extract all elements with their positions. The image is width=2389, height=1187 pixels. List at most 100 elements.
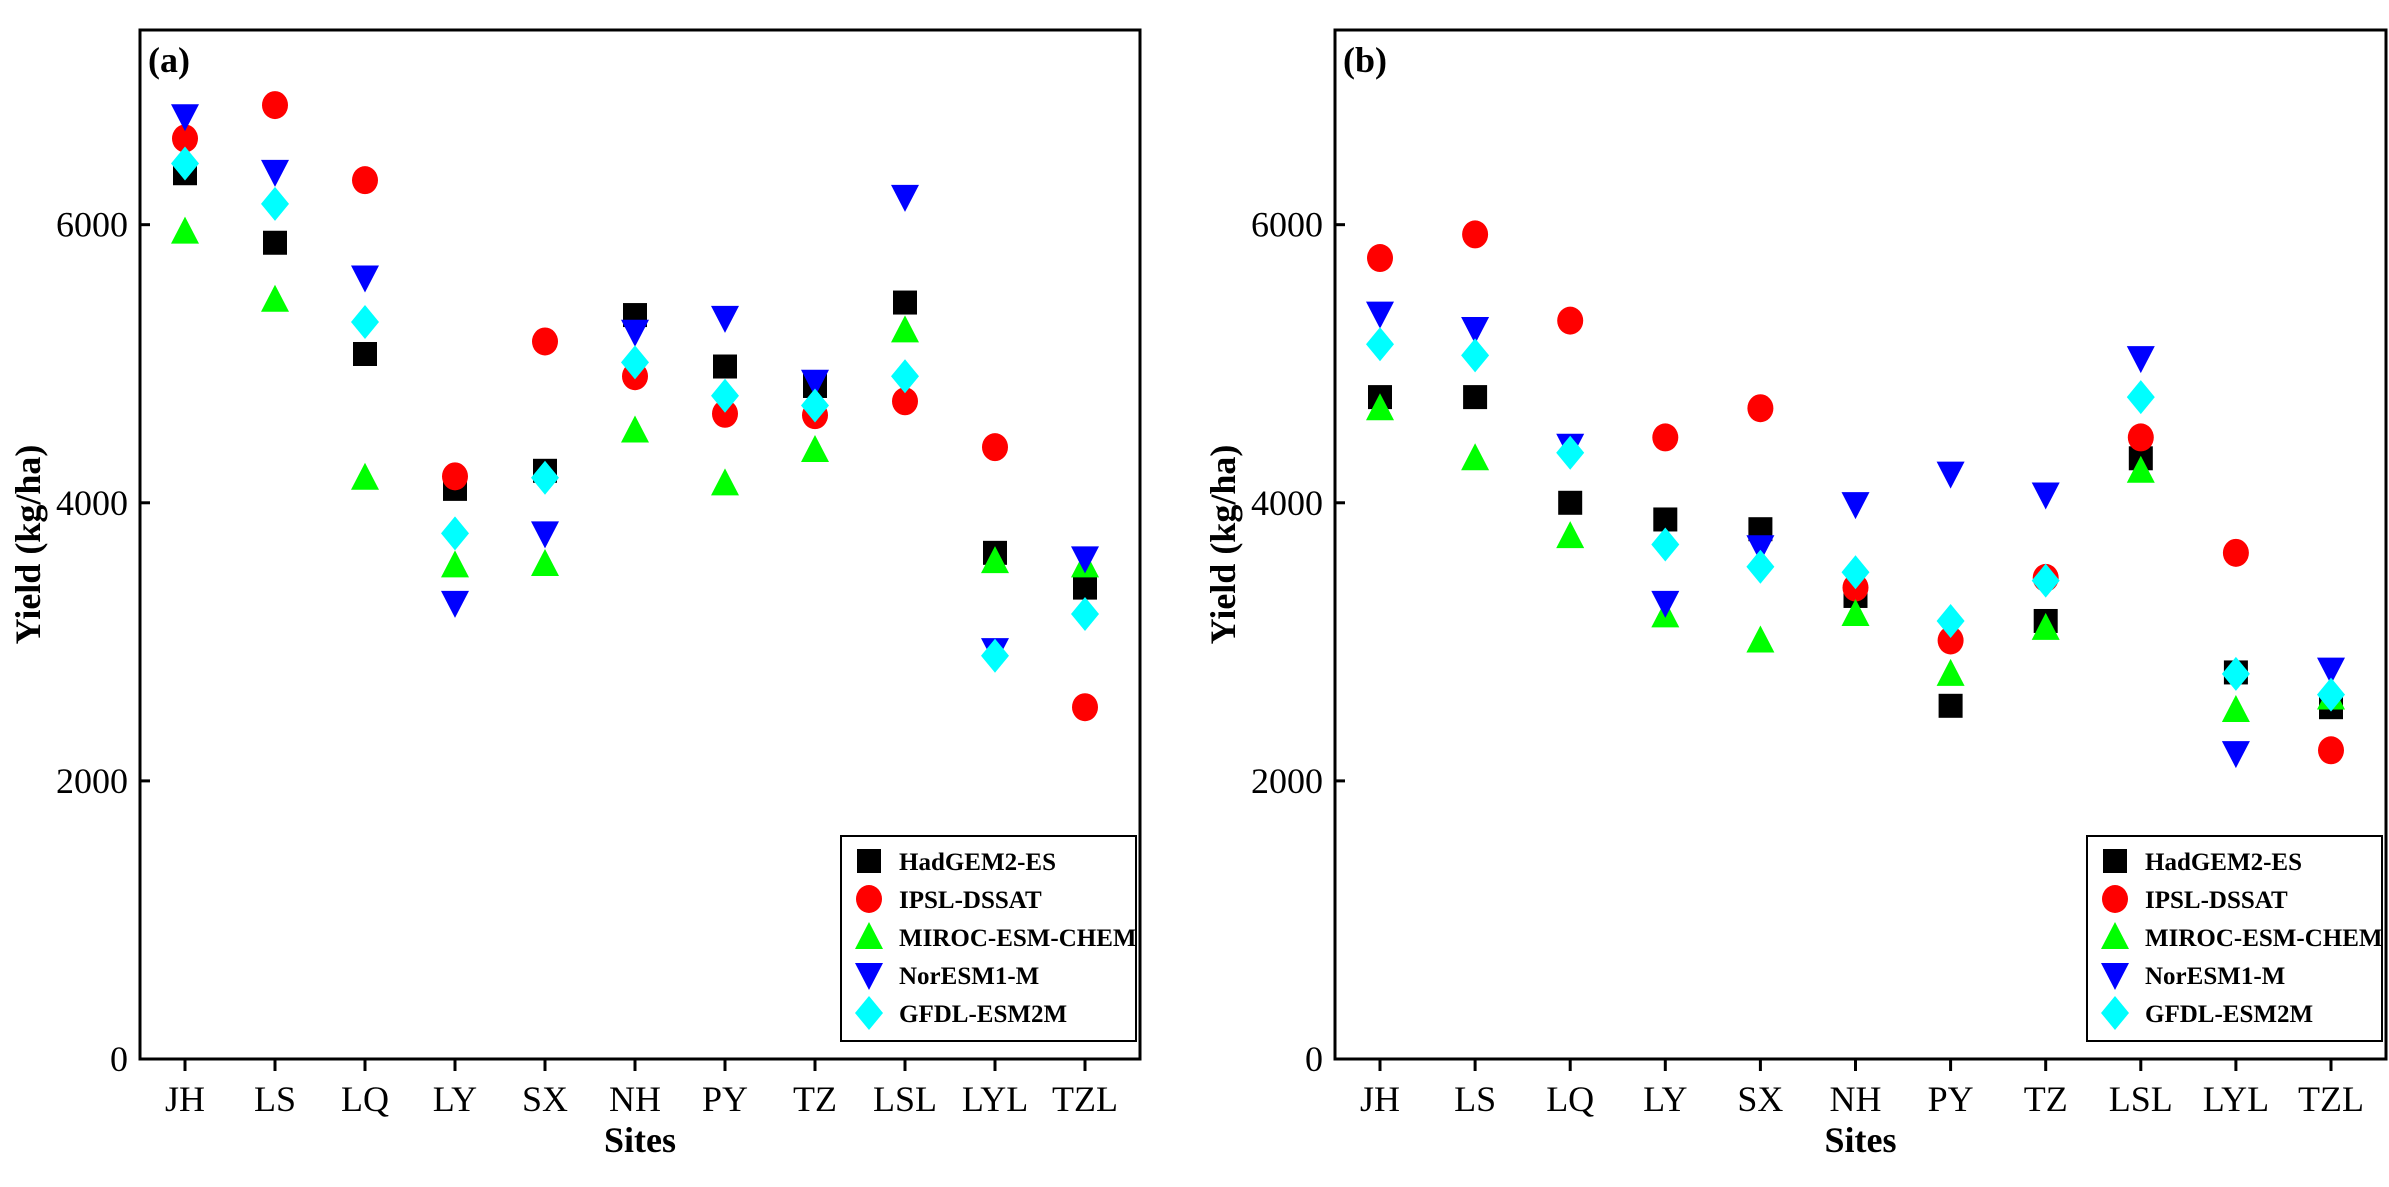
data-point-ipsl-dssat	[2222, 538, 2249, 567]
legend-marker	[2101, 996, 2129, 1030]
y-tick-label: 6000	[56, 205, 128, 245]
data-point-ipsl-dssat	[982, 433, 1008, 462]
legend-marker	[2101, 963, 2129, 990]
data-point-noresm1-m	[2126, 346, 2155, 374]
data-point-noresm1-m	[531, 521, 559, 549]
legend-label: GFDL-ESM2M	[2145, 1001, 2313, 1028]
x-axis-title: Sites	[1825, 1120, 1897, 1160]
data-point-noresm1-m	[1651, 590, 1680, 618]
legend-box	[840, 835, 1137, 1042]
data-point-gfdl-esm2m	[801, 388, 829, 423]
x-tick-label: LQ	[1546, 1079, 1594, 1119]
data-point-miroc-esm-chem	[1461, 443, 1490, 471]
legend-label: MIROC-ESM-CHEM	[899, 925, 1136, 952]
data-point-gfdl-esm2m	[441, 516, 469, 551]
data-point-miroc-esm-chem	[981, 546, 1009, 574]
data-point-ipsl-dssat	[1937, 626, 1964, 655]
legend-marker	[856, 885, 882, 913]
data-point-gfdl-esm2m	[1366, 327, 1394, 362]
data-point-miroc-esm-chem	[2221, 694, 2250, 722]
panel-b: (b) 0 2000 4000 6000 JH LS LQ LY SX NH PY TZ LSL LYL TZ…	[1203, 28, 2388, 1160]
legend-marker	[2101, 922, 2129, 949]
x-tick-label: NH	[1830, 1079, 1882, 1119]
legend-box	[2086, 835, 2383, 1042]
y-tick-label: 4000	[1251, 483, 1323, 523]
x-tick-label: LYL	[2203, 1079, 2269, 1119]
data-point-noresm1-m	[711, 305, 739, 333]
data-point-gfdl-esm2m	[171, 146, 199, 181]
y-tick-label: 2000	[56, 761, 128, 801]
data-point-hadgem2-es	[1653, 507, 1678, 532]
legend-label: MIROC-ESM-CHEM	[2145, 925, 2382, 952]
x-tick-label: TZ	[793, 1079, 837, 1119]
data-point-hadgem2-es	[353, 341, 377, 366]
data-point-ipsl-dssat	[262, 91, 288, 120]
data-point-ipsl-dssat	[1367, 244, 1393, 273]
legend-label: IPSL-DSSAT	[2145, 887, 2288, 914]
data-point-ipsl-dssat	[1652, 423, 1679, 452]
data-point-noresm1-m	[1841, 492, 1870, 520]
x-tick-label: NH	[609, 1079, 661, 1119]
data-point-gfdl-esm2m	[621, 345, 649, 380]
data-point-gfdl-esm2m	[1936, 603, 1965, 638]
x-tick-label: JH	[1360, 1079, 1400, 1119]
data-point-ipsl-dssat	[2127, 423, 2154, 452]
data-point-noresm1-m	[2031, 482, 2060, 510]
x-tick-label: JH	[165, 1079, 205, 1119]
x-tick-label: PY	[702, 1079, 748, 1119]
plot-frame	[138, 28, 1142, 1061]
data-point-ipsl-dssat	[2318, 736, 2344, 765]
data-point-hadgem2-es	[263, 230, 287, 255]
data-point-gfdl-esm2m	[1746, 549, 1775, 584]
y-tick-label: 0	[110, 1039, 128, 1079]
data-point-ipsl-dssat	[1557, 306, 1584, 335]
legend-marker	[855, 996, 883, 1030]
x-tick-label: LS	[1454, 1079, 1496, 1119]
data-point-miroc-esm-chem	[171, 216, 199, 244]
data-point-gfdl-esm2m	[2031, 563, 2060, 598]
data-point-noresm1-m	[1366, 301, 1394, 329]
y-tick-label: 4000	[56, 483, 128, 523]
y-tick-label: 2000	[1251, 761, 1323, 801]
data-point-hadgem2-es	[1558, 490, 1583, 515]
x-tick-label: LS	[254, 1079, 296, 1119]
data-point-miroc-esm-chem	[711, 468, 739, 496]
y-axis-title: Yield (kg/ha)	[1203, 445, 1243, 645]
data-point-miroc-esm-chem	[1746, 625, 1775, 653]
legend-label: GFDL-ESM2M	[899, 1001, 1067, 1028]
data-point-ipsl-dssat	[532, 327, 558, 356]
data-point-ipsl-dssat	[1462, 220, 1489, 249]
legend-marker	[855, 963, 883, 990]
data-point-miroc-esm-chem	[2126, 455, 2155, 483]
x-tick-label: TZL	[2298, 1079, 2364, 1119]
x-tick-label: SX	[1737, 1079, 1783, 1119]
data-point-noresm1-m	[1936, 461, 1965, 489]
data-point-miroc-esm-chem	[891, 315, 919, 343]
data-point-gfdl-esm2m	[2221, 656, 2250, 691]
legend-marker	[2103, 849, 2127, 873]
data-point-miroc-esm-chem	[1841, 599, 1870, 627]
data-point-noresm1-m	[171, 104, 199, 132]
legend-label: NorESM1-M	[899, 963, 1039, 990]
data-point-noresm1-m	[441, 590, 469, 618]
plot-frame	[1333, 28, 2388, 1061]
data-point-noresm1-m	[621, 319, 649, 347]
data-point-miroc-esm-chem	[2031, 612, 2060, 640]
data-point-miroc-esm-chem	[351, 462, 379, 490]
x-tick-label: PY	[1928, 1079, 1974, 1119]
y-tick-label: 6000	[1251, 205, 1323, 245]
data-point-ipsl-dssat	[1747, 394, 1774, 423]
data-point-noresm1-m	[261, 159, 289, 187]
data-point-hadgem2-es	[1073, 575, 1097, 600]
data-point-ipsl-dssat	[1072, 693, 1098, 722]
y-axis-title: Yield (kg/ha)	[8, 445, 48, 645]
data-point-hadgem2-es	[1463, 385, 1488, 410]
panel-label: (b)	[1343, 40, 1387, 80]
data-point-miroc-esm-chem	[261, 284, 289, 312]
data-point-hadgem2-es	[1938, 693, 1963, 718]
legend-label: HadGEM2-ES	[2145, 849, 2302, 876]
data-point-miroc-esm-chem	[531, 548, 559, 576]
panel-label: (a)	[148, 40, 190, 80]
data-point-gfdl-esm2m	[2126, 380, 2155, 415]
data-point-gfdl-esm2m	[2317, 677, 2345, 712]
